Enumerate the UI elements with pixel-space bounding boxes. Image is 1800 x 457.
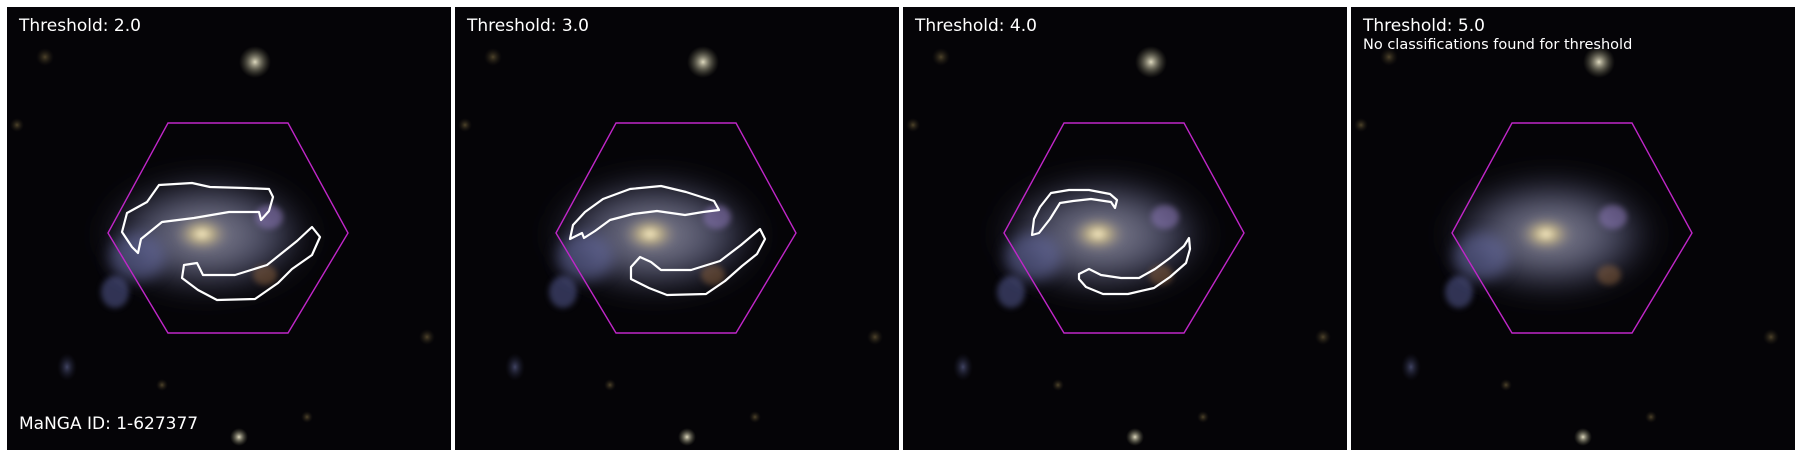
galaxy-image <box>10 46 435 446</box>
hexagon-outline-icon <box>1003 122 1245 334</box>
contour-arm-lower <box>629 227 767 297</box>
background-sources <box>10 46 435 446</box>
manga-id-label: MaNGA ID: 1-627377 <box>19 414 199 434</box>
contour-arm-upper <box>1030 188 1119 237</box>
background-sources <box>1354 46 1779 446</box>
hexagon-outline-icon <box>1451 122 1693 334</box>
hexagon-outline-icon <box>555 122 797 334</box>
threshold-label: Threshold: 5.0 <box>1363 16 1485 36</box>
galaxy-image <box>458 46 883 446</box>
threshold-label: Threshold: 4.0 <box>915 16 1037 36</box>
threshold-panel-4: Threshold: 5.0 No classifications found … <box>1351 7 1795 450</box>
no-classifications-note: No classifications found for threshold <box>1363 37 1633 53</box>
spiral-galaxy <box>993 173 1213 308</box>
spiral-galaxy <box>1441 173 1661 308</box>
background-sources <box>906 46 1331 446</box>
galaxy-image <box>906 46 1331 446</box>
threshold-label: Threshold: 2.0 <box>19 16 141 36</box>
contour-arm-upper <box>120 181 275 255</box>
contour-arm-upper <box>568 184 721 241</box>
threshold-panel-1: Threshold: 2.0 MaNGA ID: 1-627377 <box>7 7 451 450</box>
contour-arm-lower <box>1077 236 1192 296</box>
threshold-panel-3: Threshold: 4.0 <box>903 7 1347 450</box>
hexagon-outline-icon <box>107 122 349 334</box>
threshold-label: Threshold: 3.0 <box>467 16 589 36</box>
background-sources <box>458 46 883 446</box>
galaxy-image <box>1354 46 1779 446</box>
contour-arm-lower <box>180 225 322 302</box>
spiral-galaxy <box>545 173 765 308</box>
threshold-panel-2: Threshold: 3.0 <box>455 7 899 450</box>
